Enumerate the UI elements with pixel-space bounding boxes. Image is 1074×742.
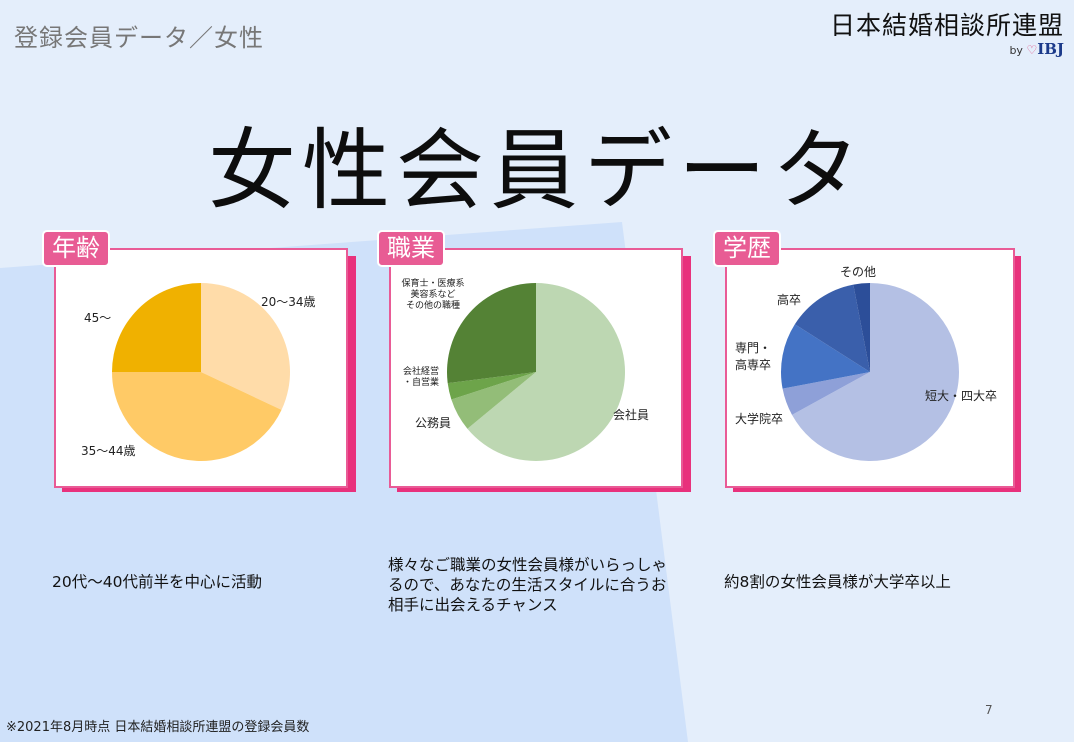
pie-slice <box>447 372 536 400</box>
slice-label: 専門・高専卒 <box>735 341 771 372</box>
slice-label: 短大・四大卒 <box>925 389 997 403</box>
brand-ibj: IBJ <box>1037 40 1064 58</box>
brand-name: 日本結婚相談所連盟 <box>829 11 1064 40</box>
slice-label: 45〜 <box>84 311 111 325</box>
slice-label: 公務員 <box>415 416 451 430</box>
slice-label: その他 <box>840 265 876 279</box>
pie-slice <box>781 324 870 389</box>
caption-line: るので、あなたの生活スタイルに合うお <box>388 576 667 594</box>
slice-label: 会社員 <box>613 407 649 422</box>
caption-line: 約8割の女性会員様が大学卒以上 <box>724 573 951 591</box>
slice-label: 保育士・医療系美容系などその他の職種 <box>401 277 464 311</box>
tag-age: 年齢 <box>42 230 110 267</box>
tag-occupation: 職業 <box>377 230 445 267</box>
chart-panel-education: 短大・四大卒大学院卒 専門・高専卒 高卒 その他 <box>725 248 1015 488</box>
page-title: 女性会員データ <box>207 119 866 222</box>
slice-label: 大学院卒 <box>735 411 783 426</box>
caption-occupation: 様々なご職業の女性会員様がいらっしゃ るので、あなたの生活スタイルに合うお 相手… <box>388 555 667 615</box>
pie-slice <box>112 372 282 461</box>
slice-label: 高卒 <box>777 292 801 307</box>
brand-logo: 日本結婚相談所連盟 by ♡IBJ <box>830 6 1064 58</box>
pie-slice <box>467 283 625 461</box>
page-number: 7 <box>985 703 993 717</box>
caption-education: 約8割の女性会員様が大学卒以上 <box>724 572 951 592</box>
caption-line: 20代〜40代前半を中心に活動 <box>52 573 262 591</box>
pie-slice <box>794 284 870 372</box>
pie-slice <box>782 372 870 415</box>
brand-byline: by ♡IBJ <box>830 40 1064 58</box>
pie-slice <box>451 372 536 429</box>
chart-panel-occupation: 会社員公務員 会社経営・自営業 保育士・医療系美容系などその他の職種 <box>389 248 683 488</box>
slice-label: 会社経営・自営業 <box>403 365 439 388</box>
brand-by-text: by <box>1009 44 1023 57</box>
footnote: ※2021年8月時点 日本結婚相談所連盟の登録会員数 <box>6 720 310 735</box>
pie-slice <box>792 283 959 461</box>
slice-label: 20〜34歳 <box>261 295 316 309</box>
pie-slice <box>447 283 536 384</box>
breadcrumb: 登録会員データ／女性 <box>14 24 264 52</box>
pie-slice <box>853 283 870 372</box>
age-pie-chart: 20〜34歳 35〜44歳 45〜 <box>81 283 316 461</box>
tag-education: 学歴 <box>713 230 781 267</box>
heart-icon: ♡ <box>1026 43 1038 57</box>
pie-slice <box>201 283 290 410</box>
chart-panel-age: 20〜34歳 35〜44歳 45〜 <box>54 248 348 488</box>
caption-line: 相手に出会えるチャンス <box>388 596 558 614</box>
caption-line: 様々なご職業の女性会員様がいらっしゃ <box>388 556 668 574</box>
pie-slice <box>112 283 201 372</box>
slice-label: 35〜44歳 <box>81 444 136 458</box>
caption-age: 20代〜40代前半を中心に活動 <box>52 572 262 592</box>
